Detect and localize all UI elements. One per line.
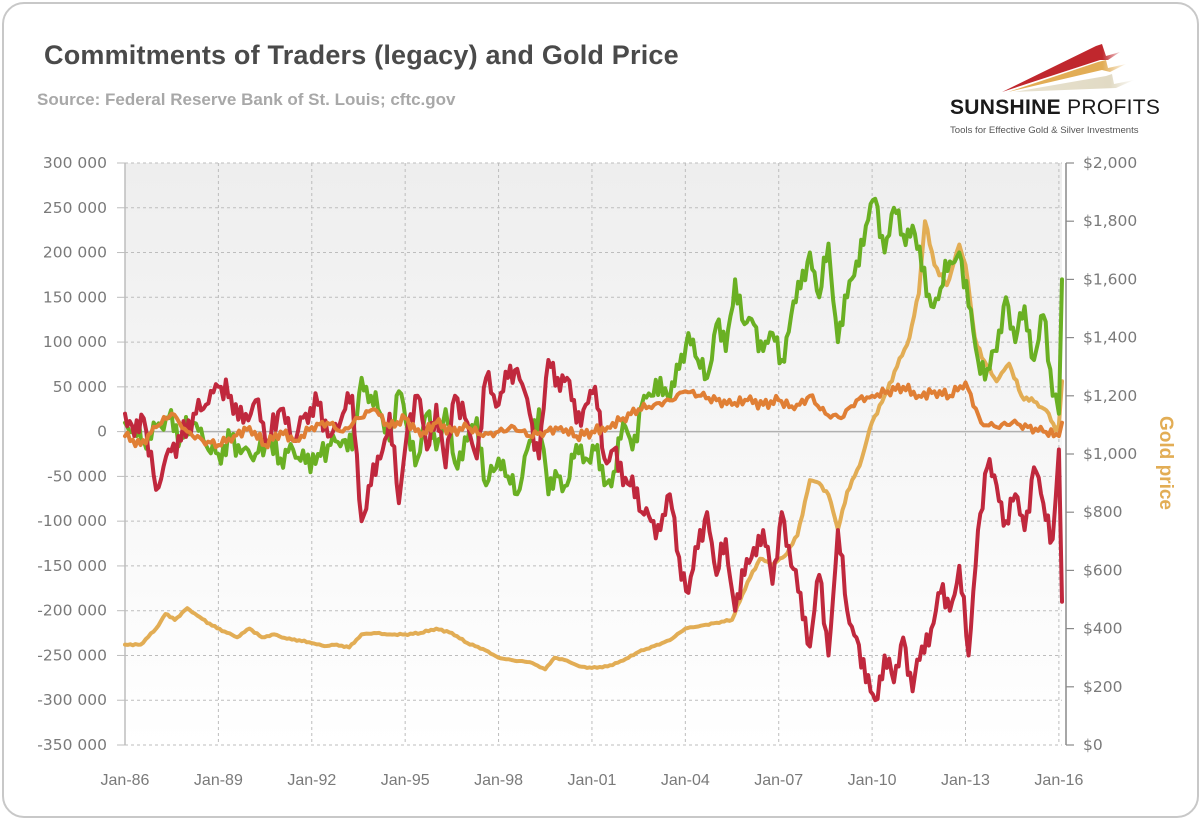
right-tick-label: $1,400 xyxy=(1083,329,1137,347)
sunshine-profits-logo: SUNSHINE PROFITS Tools for Effective Gol… xyxy=(930,30,1190,150)
left-tick-label: -100 000 xyxy=(37,512,107,530)
logo-brand-bold: SUNSHINE xyxy=(950,96,1061,119)
left-tick-label: -200 000 xyxy=(37,602,107,620)
logo-gold-streak xyxy=(1008,60,1126,92)
chart-title: Commitments of Traders (legacy) and Gold… xyxy=(44,40,679,70)
x-tick-label: Jan-98 xyxy=(474,772,523,789)
left-tick-label: 200 000 xyxy=(43,244,107,262)
left-tick-label: 150 000 xyxy=(43,288,107,306)
logo-silver-streak xyxy=(1014,74,1134,92)
right-tick-label: $1,600 xyxy=(1083,270,1137,288)
right-tick-label: $1,800 xyxy=(1083,212,1137,230)
left-tick-label: 0 xyxy=(97,423,107,441)
right-tick-label: $200 xyxy=(1083,678,1122,696)
right-tick-label: $1,200 xyxy=(1083,387,1137,405)
x-tick-label: Jan-04 xyxy=(661,772,710,789)
right-tick-label: $800 xyxy=(1083,503,1122,521)
x-tick-label: Jan-13 xyxy=(941,772,990,789)
right-tick-label: $2,000 xyxy=(1083,154,1137,172)
series-line-commercial-net-positions xyxy=(123,358,1064,703)
chart-subtitle: Source: Federal Reserve Bank of St. Loui… xyxy=(37,90,456,109)
left-tick-label: -350 000 xyxy=(37,736,107,754)
series-line-non-reportable-net-positions xyxy=(123,380,1064,450)
x-tick-label: Jan-92 xyxy=(287,772,336,789)
right-axis-title: Gold price xyxy=(1155,416,1176,510)
logo-brand: SUNSHINE PROFITS xyxy=(950,96,1160,120)
tick-labels: 300 000 250 000 200 000 150 000 100 000 50 00… xyxy=(37,154,1176,789)
x-tick-label: Jan-01 xyxy=(567,772,616,789)
right-tick-label: $1,000 xyxy=(1083,445,1137,463)
logo-tagline: Tools for Effective Gold & Silver Invest… xyxy=(950,125,1139,136)
x-tick-label: Jan-16 xyxy=(1034,772,1083,789)
x-tick-label: Jan-86 xyxy=(101,772,150,789)
right-tick-label: $600 xyxy=(1083,561,1122,579)
left-tick-label: -50 000 xyxy=(47,467,107,485)
left-tick-label: -150 000 xyxy=(37,557,107,575)
logo-red-streak xyxy=(1002,44,1120,92)
left-tick-label: 50 000 xyxy=(53,378,107,396)
series-line-gold-price xyxy=(123,219,1064,672)
x-tick-label: Jan-10 xyxy=(848,772,897,789)
logo-streaks-icon xyxy=(1002,44,1134,92)
logo-brand-light: PROFITS xyxy=(1067,96,1161,119)
right-tick-label: $0 xyxy=(1083,736,1103,754)
series-lines xyxy=(123,196,1064,703)
left-tick-label: 300 000 xyxy=(43,154,107,172)
left-tick-label: 250 000 xyxy=(43,199,107,217)
series-line-non-commercial-net-positions xyxy=(123,196,1064,497)
left-tick-label: 100 000 xyxy=(43,333,107,351)
left-tick-label: -250 000 xyxy=(37,646,107,664)
x-tick-label: Jan-07 xyxy=(754,772,803,789)
left-tick-label: -300 000 xyxy=(37,691,107,709)
x-tick-label: Jan-95 xyxy=(381,772,430,789)
right-tick-label: $400 xyxy=(1083,620,1122,638)
x-tick-label: Jan-89 xyxy=(194,772,243,789)
